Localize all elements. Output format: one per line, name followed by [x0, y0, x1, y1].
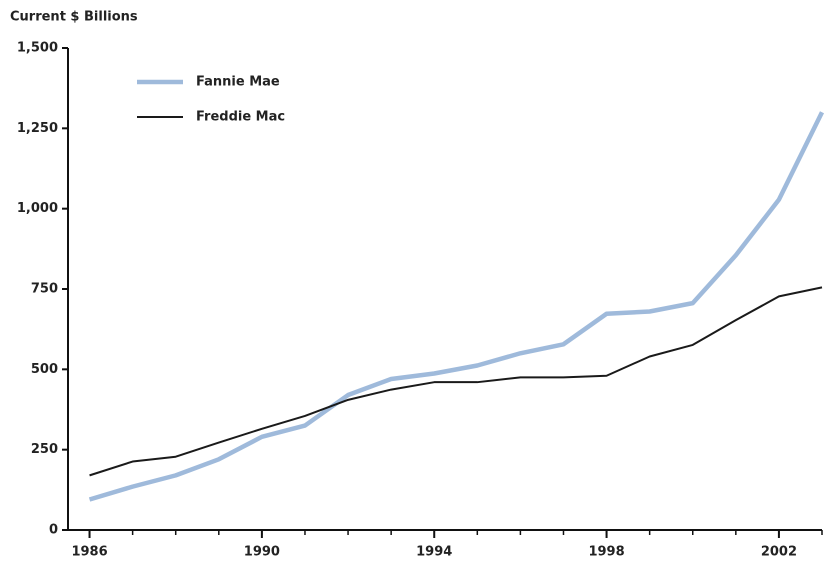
legend-label: Fannie Mae [196, 75, 280, 90]
y-tick-label: 500 [31, 362, 58, 377]
y-tick-label: 750 [31, 282, 58, 297]
x-tick-label: 1990 [244, 545, 280, 560]
y-tick-label: 1,000 [17, 201, 58, 216]
y-tick-label: 1,500 [17, 41, 58, 56]
y-axis-label: Current $ Billions [10, 10, 138, 25]
x-tick-label: 2002 [761, 545, 797, 560]
series-line [89, 286, 823, 477]
legend-label: Freddie Mac [196, 110, 285, 125]
y-tick-label: 0 [49, 523, 58, 538]
x-tick-label: 1998 [588, 545, 624, 560]
x-tick-label: 1986 [71, 545, 107, 560]
y-tick-label: 250 [31, 442, 58, 457]
y-tick-label: 1,250 [17, 121, 58, 136]
x-tick-label: 1994 [416, 545, 452, 560]
series-line [88, 111, 825, 502]
